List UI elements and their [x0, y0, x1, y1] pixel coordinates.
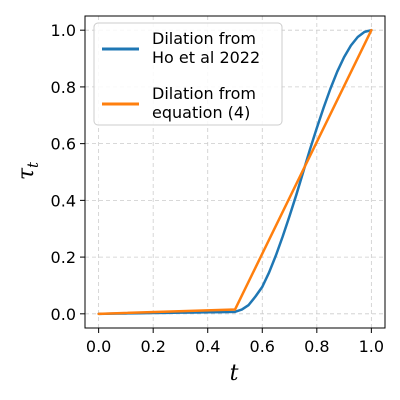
- y-tick-label: 0.4: [51, 191, 76, 210]
- legend-label-2: Dilation from: [152, 84, 256, 103]
- series-line-2: [97, 28, 373, 316]
- plot-frame: [84, 15, 386, 329]
- x-tick-label: 0.0: [86, 337, 111, 356]
- x-axis-label: t: [230, 361, 239, 386]
- legend-label-1: Ho et al 2022: [152, 48, 260, 67]
- y-tick-label: 0.6: [51, 135, 76, 154]
- ticks: 0.0 0.2 0.4 0.6 0.8 1.0 0.0 0.2 0.4 0.6 0.8 1.0: [51, 21, 385, 356]
- y-tick-label: 0.2: [51, 248, 76, 267]
- legend-label-2: equation (4): [152, 103, 250, 122]
- x-tick-label: 0.4: [195, 337, 220, 356]
- y-axis-label-subscript: t: [24, 161, 42, 168]
- legend-label-1: Dilation from: [152, 29, 256, 48]
- x-tick-label: 0.2: [140, 337, 165, 356]
- x-tick-label: 1.0: [359, 337, 384, 356]
- y-axis-label: τt: [14, 161, 42, 180]
- series-layer: [97, 28, 373, 316]
- x-tick-label: 0.6: [250, 337, 275, 356]
- y-tick-label: 0.8: [51, 78, 76, 97]
- y-tick-label: 1.0: [51, 21, 76, 40]
- x-tick-label: 0.8: [304, 337, 329, 356]
- legend-box: [93, 22, 283, 126]
- y-tick-label: 0.0: [51, 305, 76, 324]
- y-axis-label-base: τ: [14, 167, 39, 180]
